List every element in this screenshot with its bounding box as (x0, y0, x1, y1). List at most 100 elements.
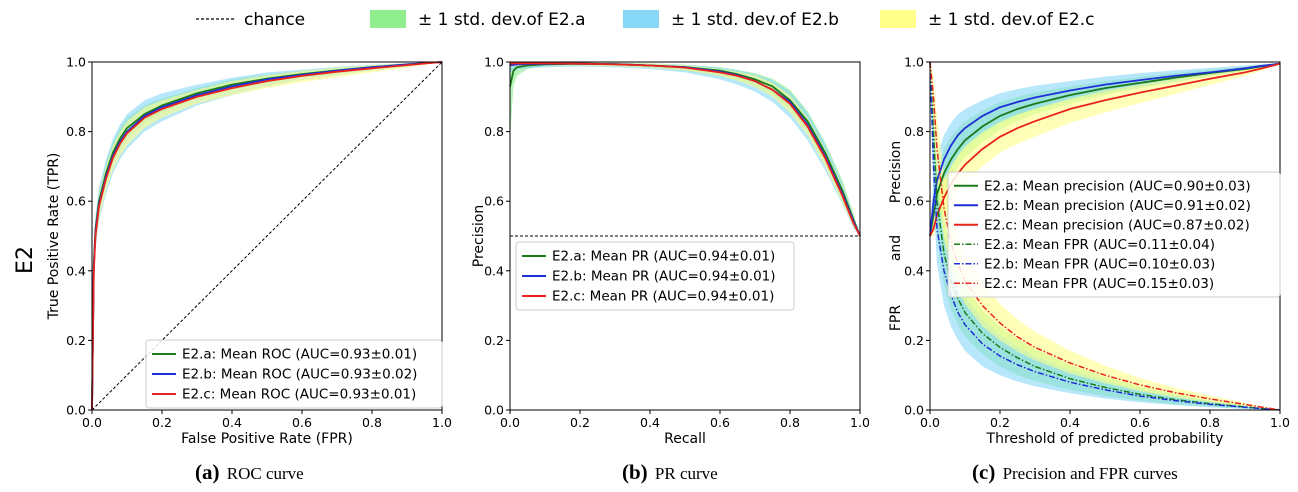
axes-frame (509, 61, 861, 411)
x-tick-label: 0.8 (780, 415, 800, 430)
chart-legend: E2.a: Mean PR (AUC=0.94±0.01) E2.b: Mean … (515, 241, 795, 311)
legend-label-2: E2.c: Mean ROC (AUC=0.93±0.01) (182, 387, 416, 403)
legend-label-0: E2.a: Mean PR (AUC=0.94±0.01) (552, 249, 775, 265)
x-tick-label: 0.6 (1130, 415, 1150, 430)
y-tick-label: 0.4 (66, 263, 86, 278)
series-line-c (929, 62, 1281, 237)
legend-band-b-swatch (623, 10, 659, 28)
y-tick-label: 0.4 (484, 263, 504, 278)
x-axis-label: Threshold of predicted probability (986, 431, 1224, 447)
caption-a-text: ROC curve (227, 464, 304, 483)
y-tick-label: 0.6 (66, 194, 86, 209)
x-tick-label: 1.0 (1270, 415, 1290, 430)
legend-band-a-label: ± 1 std. dev.of E2.a (418, 10, 586, 30)
caption-c: (c) Precision and FPR curves (972, 460, 1178, 484)
band-b (510, 62, 860, 236)
caption-c-text: Precision and FPR curves (1003, 464, 1178, 483)
panel-c-ylabel-fpr: FPR (888, 305, 904, 331)
axes-frame (91, 61, 443, 411)
x-tick-label: 0.6 (710, 415, 730, 430)
y-tick-label: 0.0 (904, 403, 924, 418)
y-tick-label: 0.2 (484, 333, 504, 348)
panel-precision-fpr: 0.0 0.2 0.4 0.6 0.8 1.0 0.0 0.2 0.4 0.6 0.8 1.0 Thre… (904, 55, 1290, 448)
svg-text:(c) Precision and FPR cu: (c) Precision and FPR curves (972, 460, 1178, 484)
y-tick-label: 0.2 (66, 333, 86, 348)
panel-c-ylabel-and: and (888, 235, 904, 261)
chart-legend: E2.a: Mean precision (AUC=0.90±0.03) E2.b… (947, 171, 1281, 298)
caption-b-letter: (b) (622, 460, 648, 484)
x-tick-label: 0.2 (152, 415, 172, 430)
band-a (510, 62, 860, 236)
caption-b-text: PR curve (655, 464, 718, 483)
y-tick-label: 0.2 (904, 333, 924, 348)
legend-label-3: E2.a: Mean FPR (AUC=0.11±0.04) (984, 237, 1215, 253)
legend-box (515, 241, 795, 311)
y-tick-label: 0.0 (484, 403, 504, 418)
svg-text:(b) PR curve: (b) PR curve (622, 460, 718, 484)
series-line-c-fpr (929, 61, 1281, 411)
series-line-b (509, 62, 861, 237)
band-b (930, 63, 1280, 237)
legend-label-2: E2.c: Mean PR (AUC=0.94±0.01) (552, 289, 774, 305)
svg-text:(a) ROC curve: (a) ROC curve (195, 460, 304, 484)
panel-pr: 0.0 0.2 0.4 0.6 0.8 1.0 0.0 0.2 0.4 0.6 0.8 1.0 Reca… (471, 55, 870, 448)
band-c-fpr (930, 62, 1280, 410)
legend-box (947, 171, 1281, 298)
x-tick-label: 1.0 (850, 415, 870, 430)
x-tick-label: 0.4 (640, 415, 660, 430)
y-tick-label: 1.0 (484, 55, 504, 70)
y-axis-label: Precision (471, 205, 487, 267)
y-tick-label: 0.8 (66, 124, 86, 139)
y-tick-label: 0.0 (66, 403, 86, 418)
y-axis-label: True Positive Rate (TPR) (46, 153, 62, 321)
caption-b: (b) PR curve (622, 460, 718, 484)
figure-legend: chance ± 1 std. dev.of E2.a ± 1 std. dev… (196, 10, 1094, 30)
legend-box (145, 339, 443, 409)
y-tick-label: 0.6 (904, 194, 924, 209)
legend-band-c-label: ± 1 std. dev.of E2.c (928, 10, 1094, 30)
y-tick-label: 0.4 (904, 263, 924, 278)
series-line-c (91, 61, 443, 411)
x-tick-label: 0.8 (362, 415, 382, 430)
x-tick-label: 0.6 (292, 415, 312, 430)
series-line-b (929, 62, 1281, 237)
legend-label-1: E2.b: Mean PR (AUC=0.94±0.01) (552, 269, 776, 285)
legend-label-5: E2.c: Mean FPR (AUC=0.15±0.03) (984, 276, 1214, 292)
legend-label-0: E2.a: Mean ROC (AUC=0.93±0.01) (182, 347, 417, 363)
y-tick-label: 0.8 (904, 124, 924, 139)
legend-label-4: E2.b: Mean FPR (AUC=0.10±0.03) (984, 256, 1215, 272)
x-tick-label: 0.8 (1200, 415, 1220, 430)
legend-label-2: E2.c: Mean precision (AUC=0.87±0.02) (984, 217, 1250, 233)
x-tick-label: 1.0 (432, 415, 452, 430)
legend-label-1: E2.b: Mean ROC (AUC=0.93±0.02) (182, 367, 417, 383)
chart-legend: E2.a: Mean ROC (AUC=0.93±0.01) E2.b: Mean… (145, 339, 443, 409)
y-tick-label: 0.8 (484, 124, 504, 139)
x-axis-label: False Positive Rate (FPR) (181, 431, 353, 447)
x-tick-label: 0.4 (1060, 415, 1080, 430)
panel-roc: 0.0 0.2 0.4 0.6 0.8 1.0 0.0 0.2 0.4 0.6 0.8 1.0 Fals… (46, 55, 452, 448)
x-tick-label: 0.0 (82, 415, 102, 430)
x-tick-label: 0.2 (570, 415, 590, 430)
band-c (930, 63, 1280, 237)
y-tick-label: 1.0 (66, 55, 86, 70)
series-line-c (509, 62, 861, 237)
caption-c-letter: (c) (972, 460, 995, 484)
row-label: E2 (13, 246, 38, 274)
y-tick-label: 0.6 (484, 194, 504, 209)
caption-a-letter: (a) (195, 460, 220, 484)
panel-c-ylabel-precision: Precision (888, 141, 904, 203)
series-line-a-fpr (929, 61, 1281, 411)
caption-a: (a) ROC curve (195, 460, 304, 484)
x-axis-label: Recall (664, 431, 706, 447)
legend-band-b-label: ± 1 std. dev.of E2.b (671, 10, 839, 30)
legend-label-0: E2.a: Mean precision (AUC=0.90±0.03) (984, 178, 1251, 194)
legend-chance-label: chance (244, 10, 305, 30)
legend-label-1: E2.b: Mean precision (AUC=0.91±0.02) (984, 198, 1251, 214)
x-tick-label: 0.0 (920, 415, 940, 430)
y-tick-label: 1.0 (904, 55, 924, 70)
legend-band-c-swatch (880, 10, 916, 28)
x-tick-label: 0.2 (990, 415, 1010, 430)
legend-band-a-swatch (370, 10, 406, 28)
x-tick-label: 0.4 (222, 415, 242, 430)
